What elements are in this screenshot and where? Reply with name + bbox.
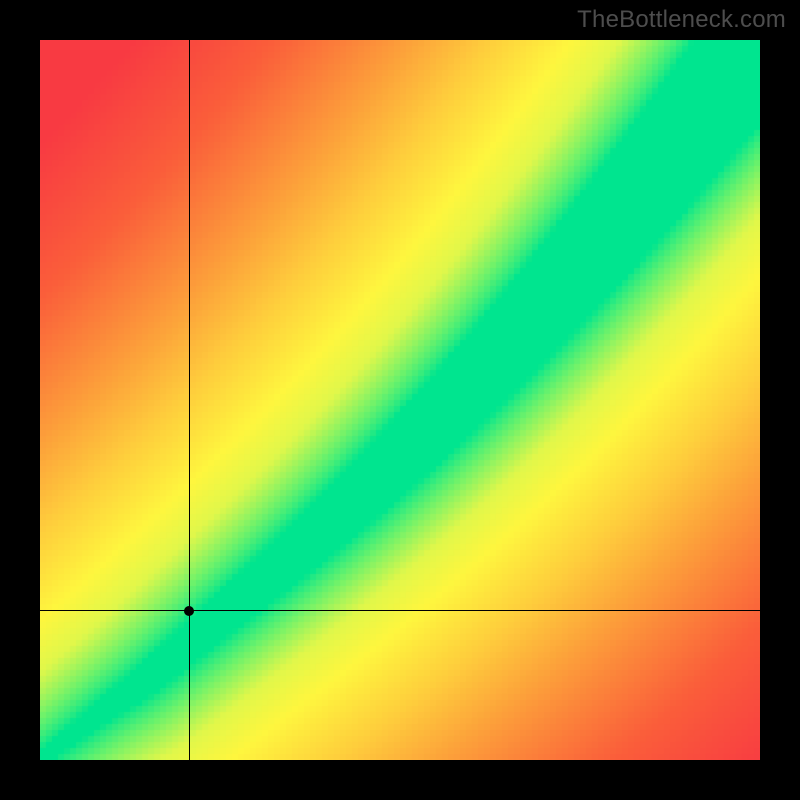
heatmap-canvas <box>40 40 760 760</box>
crosshair-horizontal <box>40 610 760 611</box>
watermark-text: TheBottleneck.com <box>577 6 786 34</box>
crosshair-dot <box>184 606 194 616</box>
plot-area <box>40 40 760 760</box>
crosshair-vertical <box>189 40 190 760</box>
chart-container: TheBottleneck.com <box>0 0 800 800</box>
